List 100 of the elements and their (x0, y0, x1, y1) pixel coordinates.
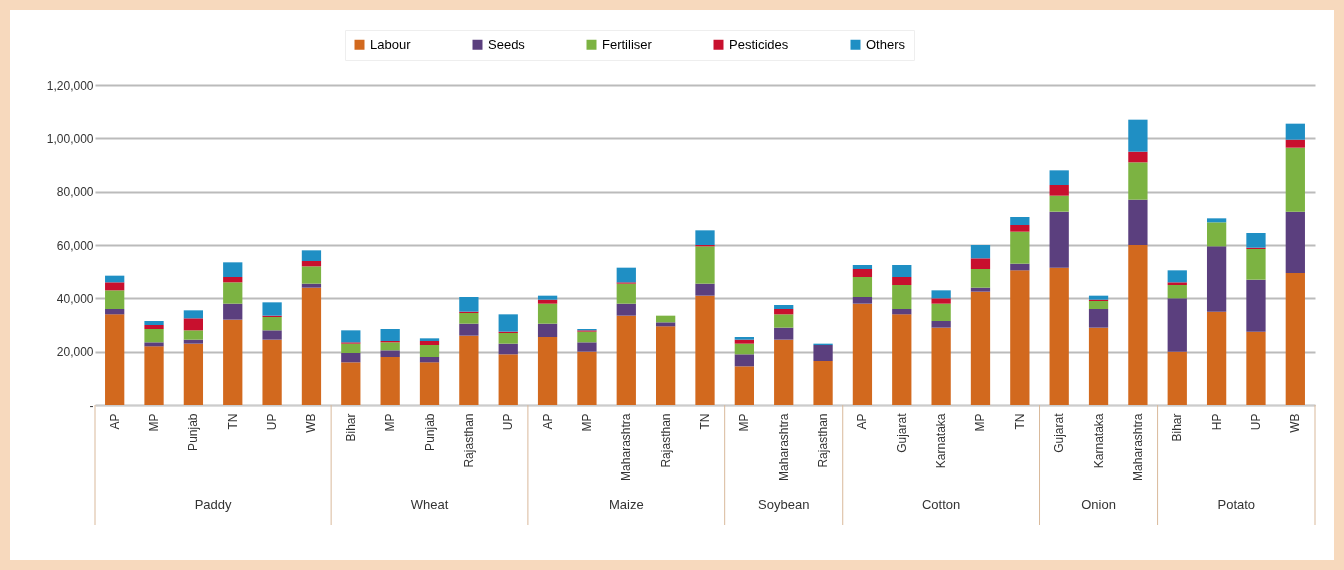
y-tick-label: - (89, 398, 94, 413)
bar (1049, 185, 1069, 196)
bar (1167, 285, 1187, 299)
bar (183, 343, 204, 405)
bar (695, 283, 715, 296)
bar (537, 323, 558, 337)
bar (105, 309, 125, 315)
text: Onion (1081, 497, 1116, 512)
bar (1167, 282, 1187, 285)
x-tick-label: Gujarat (894, 412, 909, 453)
bar (1049, 195, 1069, 212)
x-tick-label: TN (225, 413, 240, 430)
bar (498, 354, 518, 405)
bar (734, 343, 754, 355)
bar (1285, 211, 1305, 273)
bar (1128, 245, 1148, 405)
bar (223, 303, 243, 320)
bar (223, 282, 243, 304)
x-tick-label: TN (1012, 413, 1027, 430)
x-tick-label: Rajasthan (461, 413, 476, 468)
text: Potato (1217, 497, 1256, 512)
text: Maize (608, 497, 644, 512)
bar (774, 339, 794, 405)
x-tick-label: Maharashtra (619, 413, 634, 481)
bar (498, 314, 518, 332)
bar (144, 321, 164, 325)
bar (419, 341, 440, 345)
bar (852, 303, 873, 405)
bar (223, 277, 243, 283)
bar (498, 333, 518, 344)
bar (341, 343, 361, 353)
bar (1246, 233, 1266, 248)
x-tick-label: MP (147, 413, 162, 432)
bar (1246, 279, 1266, 332)
bar (774, 305, 794, 309)
bar (931, 290, 951, 299)
bar (616, 267, 636, 283)
bar (223, 319, 243, 405)
bar (301, 287, 322, 405)
bar (1167, 270, 1187, 283)
bar (419, 362, 440, 405)
bar (852, 297, 873, 304)
bar (616, 315, 636, 405)
bar (1088, 301, 1109, 309)
bar (892, 314, 912, 405)
bar (1206, 218, 1227, 223)
bar (419, 338, 440, 341)
bar (419, 357, 440, 363)
bar (774, 309, 794, 315)
bar (1010, 225, 1030, 232)
bar (1088, 309, 1109, 328)
bar (1088, 295, 1109, 300)
bar (1010, 217, 1030, 225)
bar (144, 346, 164, 405)
bar (970, 258, 991, 269)
bar (656, 326, 676, 405)
bar (577, 351, 597, 405)
x-tick-label: HP (1209, 413, 1224, 431)
bar (301, 261, 322, 267)
bar (1285, 123, 1305, 140)
y-tick-label: 1,20,000 (46, 78, 94, 93)
bar (931, 327, 951, 405)
legend-label: Pesticides (729, 36, 789, 52)
bar (734, 354, 754, 367)
bar (813, 345, 833, 361)
bar (459, 313, 479, 324)
bar (262, 330, 282, 340)
bar (695, 295, 715, 405)
bar (537, 299, 558, 304)
bar (1128, 151, 1148, 163)
bar (1285, 273, 1305, 405)
bar (262, 302, 282, 316)
bar (301, 250, 322, 261)
bar (183, 339, 204, 344)
bar (537, 303, 558, 324)
bar (1049, 211, 1069, 268)
bar (301, 283, 322, 288)
bar (537, 337, 558, 405)
y-tick-label: 80,000 (56, 185, 94, 200)
bar (616, 303, 636, 316)
x-tick-label: Karnataka (934, 413, 949, 469)
bar (892, 285, 912, 309)
bar (852, 265, 873, 269)
bar (1285, 147, 1305, 212)
bar (1128, 119, 1148, 152)
x-tick-label: WB (1288, 413, 1303, 433)
bar (931, 303, 951, 321)
x-tick-label: Punjab (186, 413, 201, 451)
x-tick-label: Maharashtra (776, 413, 791, 481)
y-tick-label: 60,000 (56, 238, 94, 253)
bar (774, 314, 794, 328)
bar (931, 321, 951, 328)
bar (892, 277, 912, 285)
bar (1167, 298, 1187, 352)
bar (1206, 311, 1227, 405)
x-tick-label: UP (501, 413, 516, 431)
text: Wheat (410, 497, 449, 512)
x-tick-label: Maharashtra (1130, 413, 1145, 481)
bar (380, 329, 400, 341)
x-tick-label: AP (540, 413, 555, 430)
